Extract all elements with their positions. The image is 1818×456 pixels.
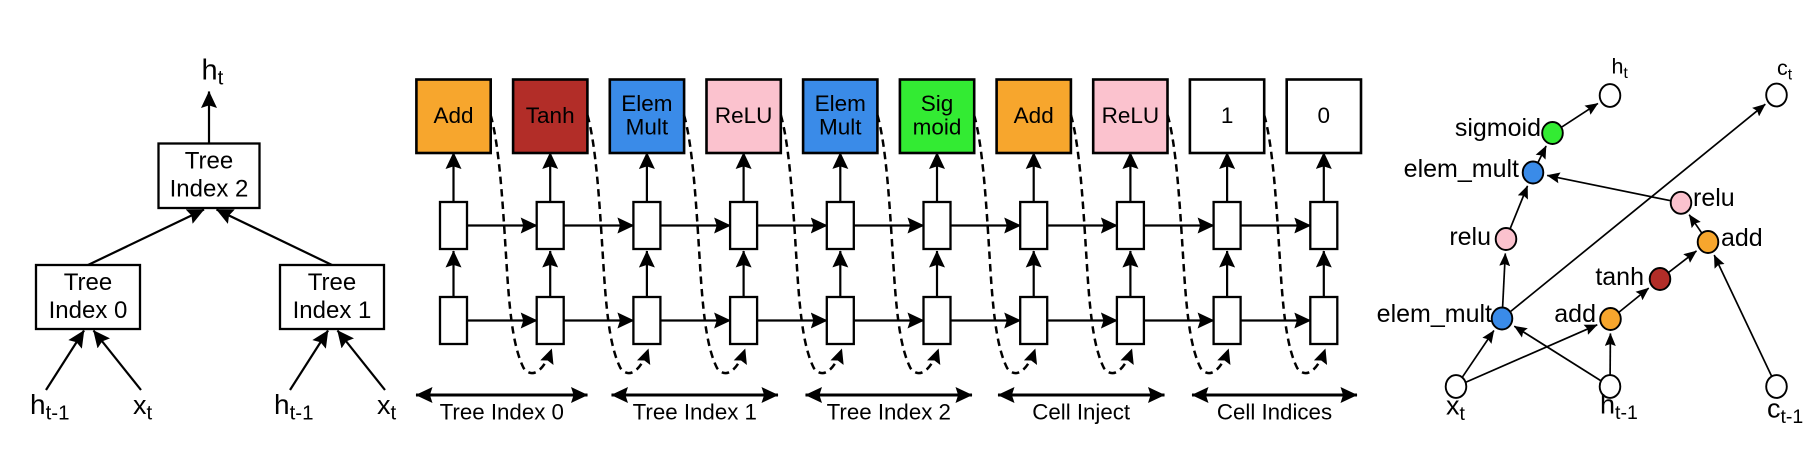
svg-text:Tree Index 2: Tree Index 2 <box>827 400 951 425</box>
svg-text:relu: relu <box>1693 184 1735 212</box>
svg-text:add: add <box>1554 300 1596 328</box>
svg-text:Elem: Elem <box>815 91 866 116</box>
svg-text:Tree Index 0: Tree Index 0 <box>440 400 564 425</box>
svg-text:Cell Inject: Cell Inject <box>1032 400 1131 425</box>
svg-text:tanh: tanh <box>1595 263 1644 291</box>
svg-text:Tree: Tree <box>308 269 356 296</box>
svg-text:0: 0 <box>1318 103 1331 128</box>
svg-text:Tree: Tree <box>185 148 233 175</box>
svg-text:Index 1: Index 1 <box>293 297 372 324</box>
svg-text:Tanh: Tanh <box>526 103 575 128</box>
svg-text:Cell Indices: Cell Indices <box>1217 400 1332 425</box>
svg-text:Mult: Mult <box>819 115 862 140</box>
svg-text:Index 2: Index 2 <box>170 176 249 203</box>
svg-text:Index 0: Index 0 <box>49 297 128 324</box>
svg-text:Add: Add <box>1014 103 1054 128</box>
svg-text:Add: Add <box>433 103 473 128</box>
svg-text:Tree Index 1: Tree Index 1 <box>633 400 757 425</box>
svg-text:Mult: Mult <box>626 115 669 140</box>
svg-text:1: 1 <box>1221 103 1234 128</box>
svg-text:ReLU: ReLU <box>715 103 773 128</box>
svg-text:ReLU: ReLU <box>1102 103 1160 128</box>
svg-text:Sig: Sig <box>921 91 954 116</box>
svg-text:elem_mult: elem_mult <box>1377 300 1492 328</box>
svg-text:sigmoid: sigmoid <box>1455 114 1541 142</box>
svg-text:add: add <box>1721 224 1763 252</box>
svg-text:relu: relu <box>1449 223 1491 251</box>
svg-text:Elem: Elem <box>621 91 672 116</box>
svg-text:Tree: Tree <box>64 269 112 296</box>
svg-text:moid: moid <box>913 115 962 140</box>
svg-text:elem_mult: elem_mult <box>1404 155 1519 183</box>
